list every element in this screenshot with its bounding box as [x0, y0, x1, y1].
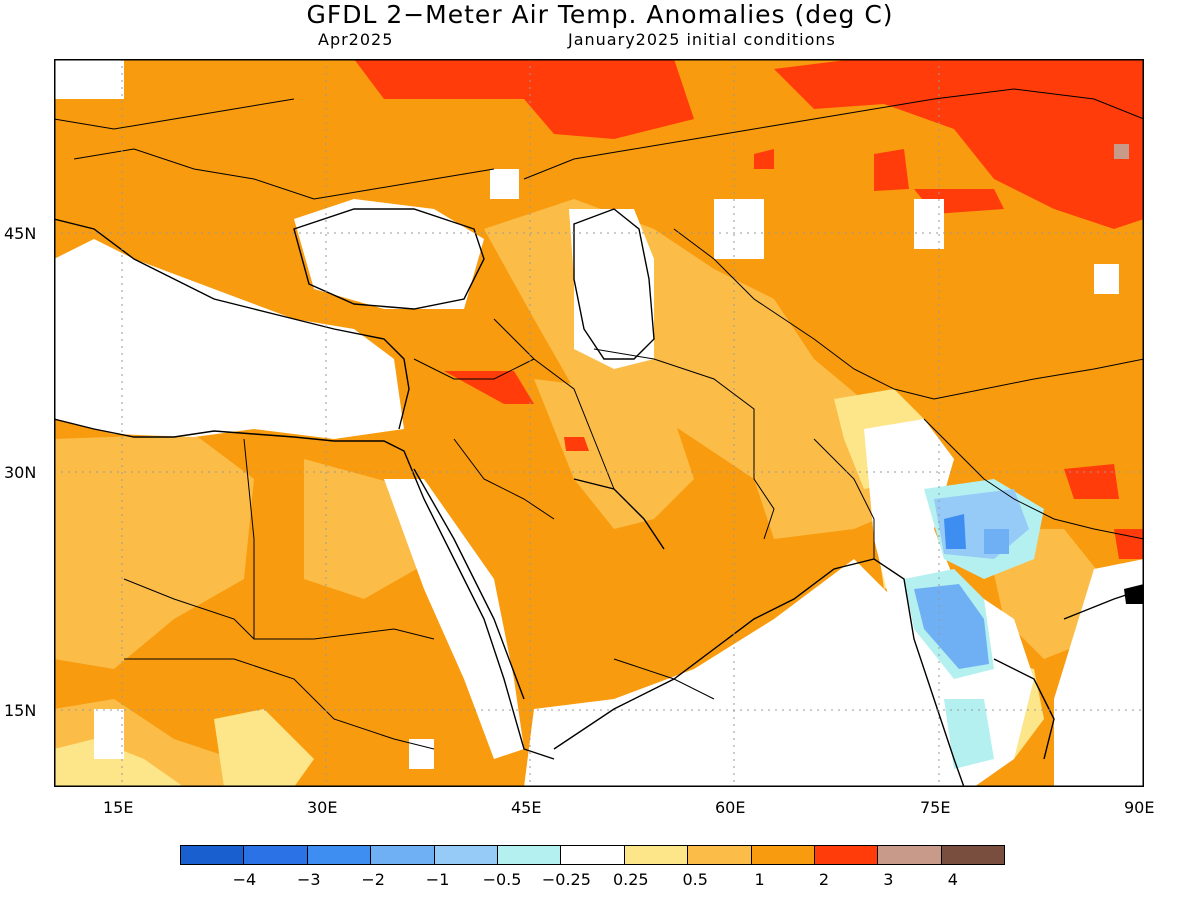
legend-label: 1 — [754, 870, 765, 889]
legend-swatch — [496, 845, 562, 865]
legend-swatch — [243, 845, 308, 865]
legend-label: −3 — [297, 870, 321, 889]
legend-swatch — [687, 845, 752, 865]
initial-conditions: January2025 initial conditions — [568, 30, 836, 49]
map-svg — [53, 59, 1145, 788]
legend-label: 3 — [883, 870, 894, 889]
y-tick-45n: 45N — [4, 224, 37, 243]
x-tick-75e: 75E — [920, 798, 951, 817]
legend-label: 0.25 — [612, 870, 649, 889]
legend-label: 2 — [818, 870, 830, 889]
anomaly-3-4-patch — [1114, 144, 1129, 159]
y-tick-15n: 15N — [4, 701, 37, 720]
india-cool-anomaly — [864, 419, 1044, 787]
legend-swatch — [623, 845, 689, 865]
legend-swatch — [813, 845, 879, 865]
x-tick-60e: 60E — [715, 798, 746, 817]
grid-lines — [54, 59, 1144, 787]
map-frame — [54, 59, 1144, 787]
legend-label: −0.5 — [482, 870, 522, 889]
legend-swatch — [877, 845, 942, 865]
legend-label: 0.5 — [682, 870, 708, 889]
x-tick-30e: 30E — [307, 798, 338, 817]
legend-swatch — [433, 845, 498, 865]
legend-swatch — [306, 845, 372, 865]
anomaly-map — [53, 59, 1145, 788]
legend-swatch — [560, 845, 625, 865]
x-tick-15e: 15E — [103, 798, 134, 817]
x-tick-45e: 45E — [511, 798, 542, 817]
legend-label: −1 — [425, 870, 450, 889]
legend-swatch — [370, 845, 435, 865]
chart-title: GFDL 2−Meter Air Temp. Anomalies (deg C) — [306, 0, 894, 29]
country-borders — [53, 88, 1145, 750]
legend-label: −4 — [232, 870, 257, 889]
anomaly-2-3-region — [354, 59, 1144, 559]
legend-swatch — [180, 845, 245, 865]
legend-swatch — [940, 845, 1006, 865]
color-legend — [180, 845, 1006, 867]
legend-label: −0.25 — [541, 870, 591, 889]
forecast-month: Apr2025 — [318, 30, 394, 49]
y-tick-30n: 30N — [4, 463, 37, 482]
legend-label: −2 — [361, 870, 385, 889]
legend-label: 4 — [947, 870, 958, 889]
x-tick-90e: 90E — [1124, 798, 1155, 817]
legend-swatch — [750, 845, 815, 865]
coast-cluster — [1124, 584, 1144, 604]
anomaly-neutral-region — [54, 59, 1144, 787]
